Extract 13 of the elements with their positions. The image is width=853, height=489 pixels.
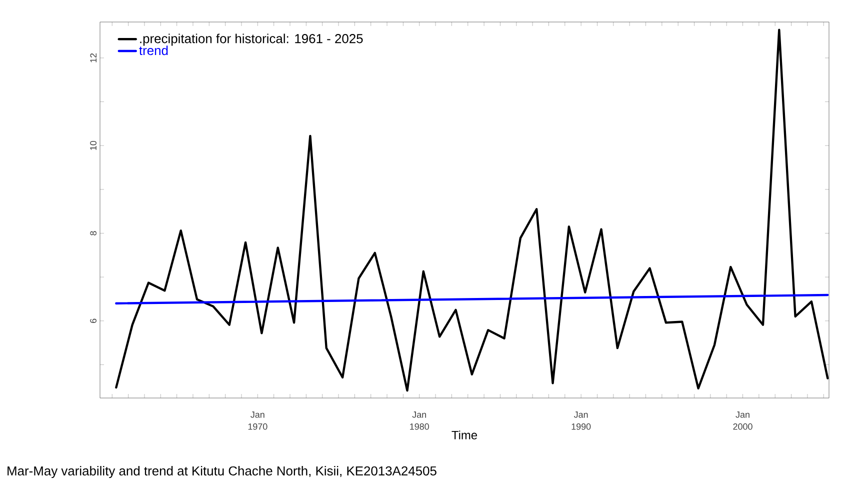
x-tick-label: Jan 1980 — [410, 412, 429, 430]
line-series — [115, 28, 829, 392]
x-axis-title: Time — [452, 430, 478, 440]
legend-label: .precipitation for historical: 1961 - 2025 — [140, 34, 363, 46]
legend-label: trend — [139, 46, 168, 56]
x-tick-label: Jan 2000 — [733, 412, 752, 430]
y-tick-label: 6 — [90, 318, 96, 323]
y-tick-label: 12 — [90, 53, 96, 62]
text: Mar-May variability and trend at Kitutu Chache North, Kisii, KE2013A24505 — [8, 466, 436, 478]
x-tick-label: Jan 1970 — [248, 412, 268, 430]
y-tick-label: 8 — [90, 231, 96, 236]
y-tick-label: 10 — [90, 140, 96, 150]
x-tick-label: Jan 1990 — [572, 412, 591, 430]
